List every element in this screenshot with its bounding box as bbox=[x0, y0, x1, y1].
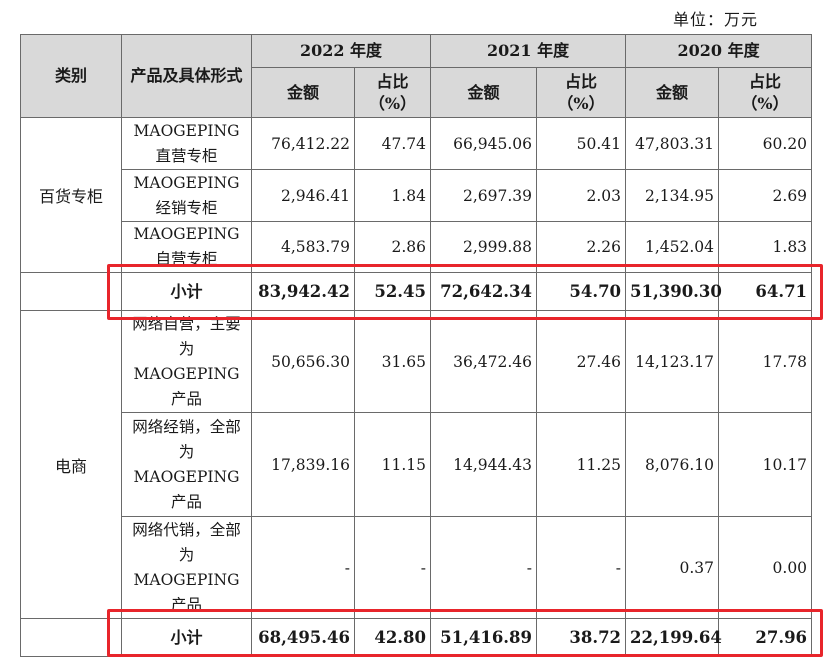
header-year-2022: 2022 年度 bbox=[250, 34, 432, 68]
amount-cell: 22,199.64 bbox=[625, 618, 722, 657]
product-cell: 网络自营，主要为MAOGEPING产品 bbox=[121, 310, 252, 413]
header-amount: 金额 bbox=[430, 67, 538, 118]
amount-cell: 14,123.17 bbox=[625, 310, 720, 413]
amount-cell: 66,945.06 bbox=[430, 117, 538, 170]
amount-cell: 2,134.95 bbox=[625, 169, 720, 222]
table-row: MAOGEPING自营专柜 4,583.79 2.86 2,999.88 2.2… bbox=[21, 221, 813, 273]
product-cell: MAOGEPING直营专柜 bbox=[121, 117, 252, 170]
header-amount: 金额 bbox=[625, 67, 720, 118]
amount-cell: 76,412.22 bbox=[251, 117, 355, 170]
table-row: 网络代销，全部为MAOGEPING产品 - - - - 0.37 0.00 bbox=[21, 516, 813, 619]
header-amount: 金额 bbox=[251, 67, 355, 118]
amount-cell: 36,472.46 bbox=[430, 310, 538, 413]
amount-cell: 47,803.31 bbox=[625, 117, 720, 170]
ratio-cell: - bbox=[353, 516, 432, 619]
amount-cell: 8,076.10 bbox=[625, 412, 720, 517]
amount-cell: - bbox=[251, 516, 355, 619]
amount-cell: 14,944.43 bbox=[430, 412, 538, 517]
ratio-cell: - bbox=[536, 516, 627, 619]
ratio-cell: 64.71 bbox=[718, 272, 813, 311]
amount-cell: 68,495.46 bbox=[251, 618, 355, 657]
ratio-cell: 54.70 bbox=[536, 272, 627, 311]
ratio-cell: 38.72 bbox=[536, 618, 627, 657]
category-cell: 百货专柜 bbox=[20, 117, 122, 273]
subtotal-row: 小计 83,942.42 52.45 72,642.34 54.70 51,39… bbox=[20, 272, 813, 311]
category-cell bbox=[20, 272, 122, 311]
product-cell: MAOGEPING经销专柜 bbox=[121, 169, 252, 222]
amount-cell: 51,416.89 bbox=[430, 618, 538, 657]
product-cell: 网络经销，全部为MAOGEPING产品 bbox=[121, 412, 252, 517]
amount-cell: 0.37 bbox=[625, 516, 720, 619]
amount-cell: 2,946.41 bbox=[251, 169, 355, 222]
amount-cell: 2,999.88 bbox=[430, 221, 538, 273]
ratio-cell: 50.41 bbox=[536, 117, 627, 170]
product-cell: 网络代销，全部为MAOGEPING产品 bbox=[121, 516, 252, 619]
unit-label: 单位：万元 bbox=[672, 10, 758, 29]
amount-cell: 2,697.39 bbox=[430, 169, 538, 222]
ratio-cell: 31.65 bbox=[353, 310, 432, 413]
category-cell: 电商 bbox=[20, 310, 122, 619]
header-ratio: 占比 （%） bbox=[353, 67, 432, 118]
product-cell: MAOGEPING自营专柜 bbox=[121, 221, 252, 273]
table-row: 电商 网络自营，主要为MAOGEPING产品 50,656.30 31.65 3… bbox=[20, 310, 813, 619]
ratio-cell: 0.00 bbox=[718, 516, 813, 619]
ratio-cell: 2.69 bbox=[718, 169, 813, 222]
header-product: 产品及具体形式 bbox=[121, 34, 252, 118]
ratio-cell: 2.26 bbox=[536, 221, 627, 273]
revenue-table: 类别 产品及具体形式 2022 年度 2021 年度 2020 年度 金额 占比… bbox=[20, 34, 813, 657]
amount-cell: 1,452.04 bbox=[625, 221, 720, 273]
ratio-cell: 42.80 bbox=[353, 618, 432, 657]
amount-cell: 72,642.34 bbox=[430, 272, 538, 311]
ratio-cell: 1.83 bbox=[718, 221, 813, 273]
amount-cell: 51,390.30 bbox=[625, 272, 722, 311]
ratio-cell: 11.25 bbox=[536, 412, 627, 517]
amount-cell: 17,839.16 bbox=[251, 412, 355, 517]
ratio-cell: 47.74 bbox=[353, 117, 432, 170]
subtotal-row: 小计 68,495.46 42.80 51,416.89 38.72 22,19… bbox=[20, 618, 813, 657]
header-ratio: 占比 （%） bbox=[536, 67, 627, 118]
header-category: 类别 bbox=[20, 34, 122, 118]
table-row: 百货专柜 MAOGEPING直营专柜 76,412.22 47.74 66,94… bbox=[20, 117, 813, 273]
ratio-cell: 10.17 bbox=[718, 412, 813, 517]
ratio-cell: 1.84 bbox=[353, 169, 432, 222]
ratio-cell: 17.78 bbox=[718, 310, 813, 413]
ratio-cell: 27.96 bbox=[718, 618, 813, 657]
header-year-2021: 2021 年度 bbox=[430, 34, 627, 68]
amount-cell: 50,656.30 bbox=[251, 310, 355, 413]
amount-cell: 4,583.79 bbox=[251, 221, 355, 273]
ratio-cell: 60.20 bbox=[718, 117, 813, 170]
category-cell bbox=[20, 618, 122, 657]
amount-cell: 83,942.42 bbox=[251, 272, 355, 311]
subtotal-label: 小计 bbox=[121, 618, 252, 657]
ratio-cell: 27.46 bbox=[536, 310, 627, 413]
ratio-cell: 2.86 bbox=[353, 221, 432, 273]
amount-cell: - bbox=[430, 516, 538, 619]
ratio-cell: 11.15 bbox=[353, 412, 432, 517]
table-row: 网络经销，全部为MAOGEPING产品 17,839.16 11.15 14,9… bbox=[21, 412, 813, 517]
subtotal-label: 小计 bbox=[121, 272, 252, 311]
ratio-cell: 2.03 bbox=[536, 169, 627, 222]
ratio-cell: 52.45 bbox=[353, 272, 432, 311]
header-ratio: 占比 （%） bbox=[718, 67, 813, 118]
header-year-2020: 2020 年度 bbox=[625, 34, 813, 68]
table-row: MAOGEPING经销专柜 2,946.41 1.84 2,697.39 2.0… bbox=[21, 169, 813, 222]
